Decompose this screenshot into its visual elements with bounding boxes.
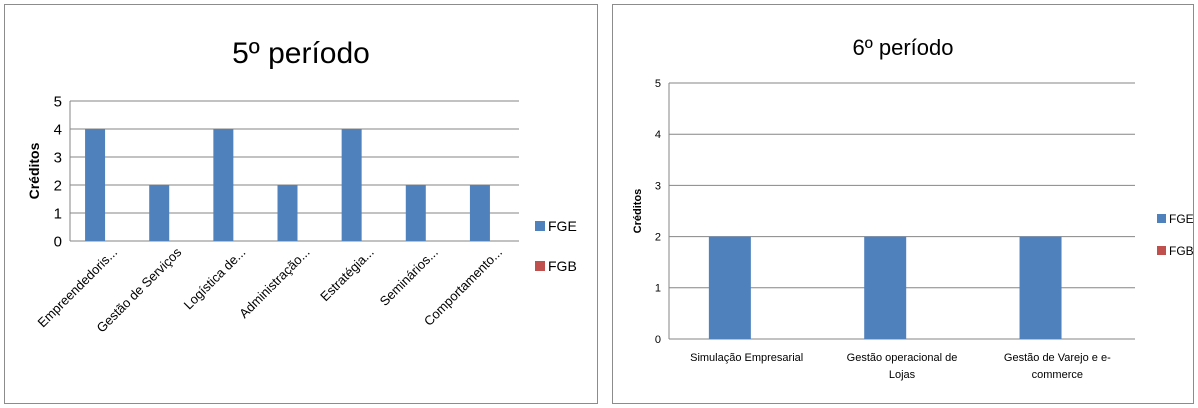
- x-tick-label: Estratégia...: [317, 245, 377, 305]
- y-tick-label: 1: [54, 205, 62, 222]
- x-tick-label-line: Gestão operacional de: [847, 352, 958, 364]
- legend-label-fge: FGE: [1169, 212, 1193, 226]
- x-tick-label-line: Lojas: [889, 369, 916, 381]
- y-tick-label: 4: [655, 129, 661, 141]
- bar-fge: [85, 129, 106, 241]
- chart-5th-period-svg: 5º períodoCréditos012345Empreendedoris..…: [26, 37, 577, 335]
- legend-swatch-fge: [1157, 214, 1166, 223]
- x-tick-label-line: Gestão de Varejo e e-: [1004, 352, 1111, 364]
- x-tick-label: Logística de...: [181, 245, 249, 313]
- bar-fge: [341, 129, 362, 241]
- legend-label-fge: FGE: [548, 218, 577, 234]
- y-tick-label: 0: [54, 233, 62, 250]
- y-tick-label: 3: [54, 149, 62, 166]
- x-tick-label: Seminários...: [377, 245, 441, 309]
- chart-title: 6º período: [853, 35, 954, 60]
- y-tick-label: 3: [655, 180, 661, 192]
- y-tick-label: 5: [655, 78, 661, 90]
- chart-5th-period: 5º período Créditos 0 1 2 3 4 5 Empreendedoris..…: [4, 4, 598, 404]
- bar-fge: [149, 185, 170, 241]
- bar-fge: [469, 185, 490, 241]
- legend-swatch-fgb: [535, 261, 545, 271]
- y-axis-label: Créditos: [26, 142, 42, 199]
- legend-label-fgb: FGB: [548, 258, 577, 274]
- y-tick-label: 5: [54, 93, 62, 110]
- bar-fge: [277, 185, 298, 241]
- legend-swatch-fge: [535, 221, 545, 231]
- y-tick-label: 1: [655, 283, 661, 295]
- legend-swatch-fgb: [1157, 246, 1166, 255]
- bar-fge: [405, 185, 426, 241]
- y-tick-label: 2: [655, 231, 661, 243]
- chart-title: 5º período: [232, 37, 370, 70]
- bar-fge: [708, 236, 751, 339]
- y-tick-label: 4: [54, 121, 62, 138]
- y-tick-label: 0: [655, 334, 661, 346]
- y-axis-label: Créditos: [632, 189, 644, 234]
- x-tick-label-line: Simulação Empresarial: [690, 352, 803, 364]
- chart-6th-period-svg: 6º período Créditos 0 1 2 3 4 5 Simulação Empres…: [632, 35, 1193, 381]
- chart-6th-period: 6º período Créditos 0 1 2 3 4 5 Simulação Empres…: [612, 4, 1194, 404]
- x-tick-label-line: commerce: [1032, 369, 1083, 381]
- legend-label-fgb: FGB: [1169, 244, 1193, 258]
- bar-fge: [864, 236, 907, 339]
- bar-fge: [213, 129, 234, 241]
- bar-fge: [1019, 236, 1062, 339]
- y-tick-label: 2: [54, 177, 62, 194]
